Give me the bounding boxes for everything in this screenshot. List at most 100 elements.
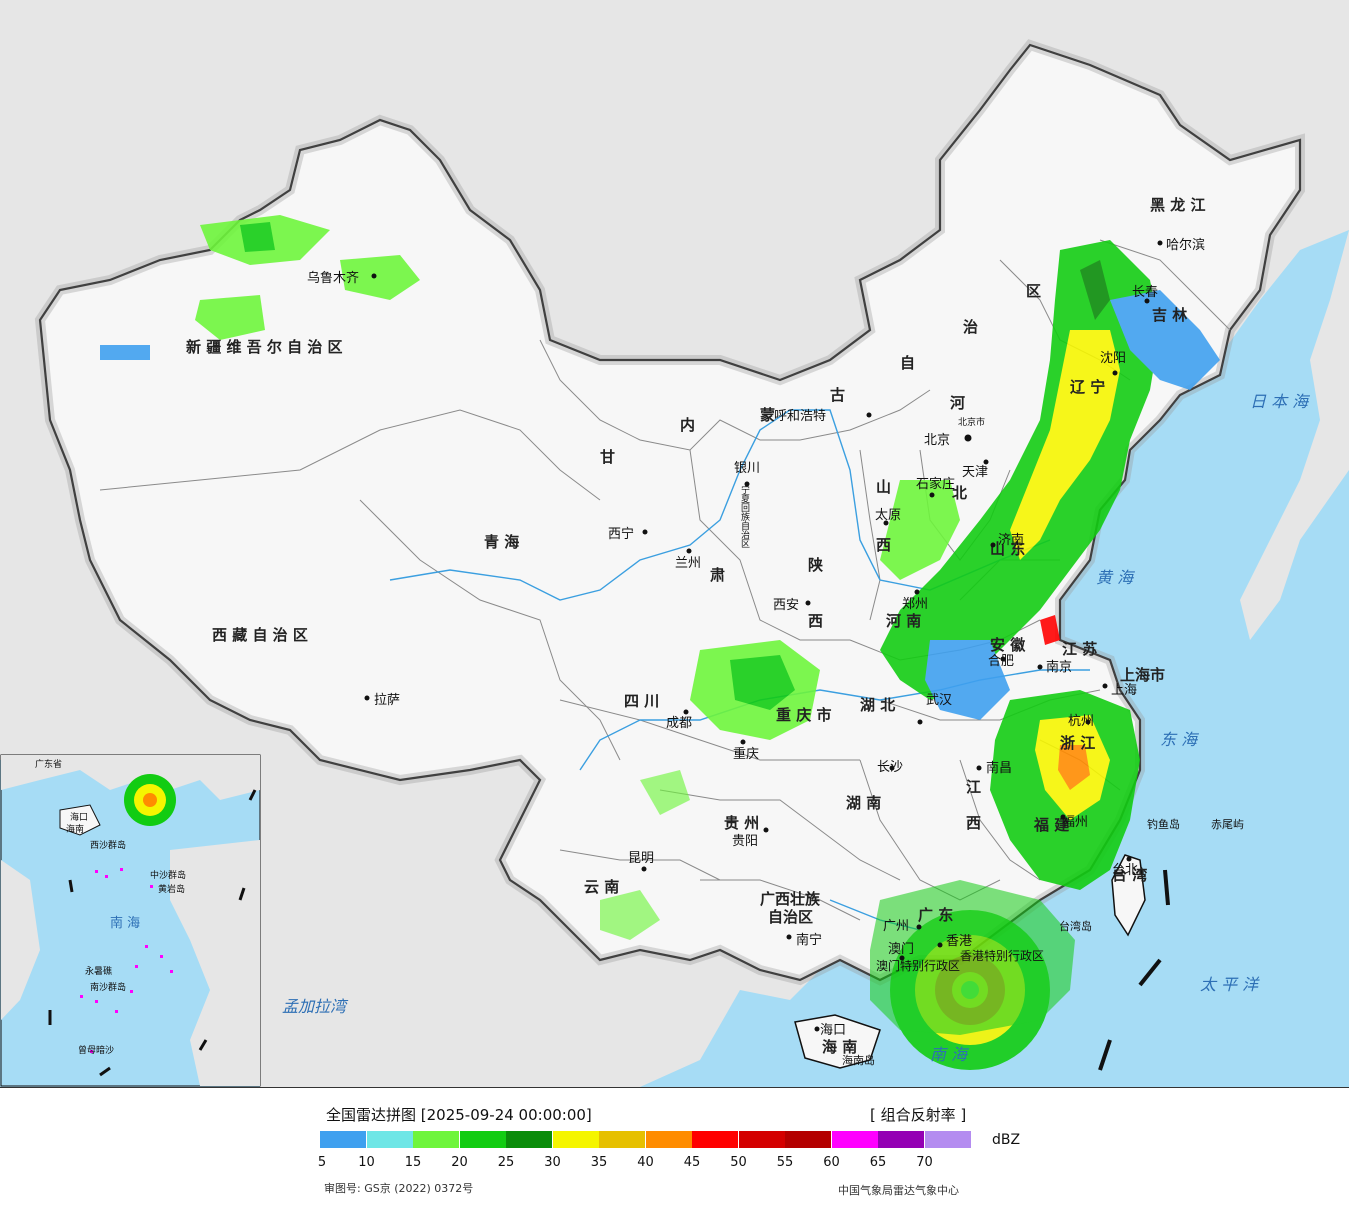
sea-huanghai: 黄 海 bbox=[1096, 568, 1135, 587]
city-changchun: 长春 bbox=[1132, 285, 1158, 300]
city-kunming: 昆明 bbox=[628, 851, 654, 866]
city-beijing: 北京 bbox=[924, 433, 950, 448]
label-shanxi-1: 山 bbox=[876, 478, 891, 496]
label-zhejiang: 浙 江 bbox=[1060, 734, 1095, 752]
city-chongqing-city: 重庆 bbox=[733, 746, 759, 762]
label-neimenggu-5: 治 bbox=[963, 318, 978, 336]
sea-ribenhai: 日 本 海 bbox=[1250, 392, 1310, 411]
radar-echoes bbox=[100, 215, 1220, 1070]
city-lhasa: 拉萨 bbox=[374, 693, 400, 708]
inset-haikou: 海口 bbox=[70, 811, 88, 823]
city-xining: 西宁 bbox=[608, 526, 634, 542]
inset-zengmu: 曾母暗沙 bbox=[78, 1044, 114, 1056]
inset-hainan: 海南 bbox=[66, 823, 84, 835]
label-gansu-2: 肃 bbox=[710, 566, 725, 584]
label-neimenggu-4: 自 bbox=[900, 354, 915, 372]
city-beijingshi: 北京市 bbox=[958, 416, 985, 428]
label-guangxi-1: 广西壮族 bbox=[760, 890, 821, 908]
city-wuhan: 武汉 bbox=[926, 693, 952, 708]
color-swatch bbox=[320, 1131, 366, 1148]
color-swatch bbox=[552, 1131, 599, 1148]
taiwan-land bbox=[1111, 854, 1146, 937]
label-jiangxi-1: 江 bbox=[966, 778, 981, 796]
city-markers bbox=[364, 240, 1163, 1032]
label-hainan: 海 南 bbox=[822, 1038, 857, 1056]
label-shaanxi-2: 西 bbox=[808, 612, 823, 630]
city-zhengzhou: 郑州 bbox=[902, 597, 928, 612]
inset-huangyandao: 黄岩岛 bbox=[158, 883, 185, 895]
scale-tick-label: 5 bbox=[317, 1155, 327, 1170]
label-jilin: 吉 林 bbox=[1152, 306, 1188, 324]
city-chengdu: 成都 bbox=[666, 716, 692, 731]
label-neimenggu-2: 蒙 bbox=[760, 406, 775, 424]
label-liaoning: 辽 宁 bbox=[1070, 378, 1105, 396]
scale-tick-label: 40 bbox=[637, 1155, 654, 1170]
label-jiangxi-2: 西 bbox=[966, 814, 981, 832]
color-swatch bbox=[413, 1131, 459, 1148]
city-labels: 乌鲁木齐 拉萨 西宁 兰州 银川 呼和浩特 哈尔滨 长春 沈阳 北京 北京市 天… bbox=[307, 237, 1244, 1067]
inset-zhongsha: 中沙群岛 bbox=[150, 869, 186, 881]
label-chongqing: 重 庆 市 bbox=[776, 706, 831, 724]
label-yunnan: 云 南 bbox=[584, 878, 619, 896]
label-xizang: 西 藏 自 治 区 bbox=[212, 626, 308, 644]
color-swatch bbox=[738, 1131, 785, 1148]
color-swatch bbox=[459, 1131, 506, 1148]
label-guizhou: 贵 州 bbox=[724, 814, 759, 832]
city-lanzhou: 兰州 bbox=[675, 556, 701, 571]
sea-taipingyang: 太 平 洋 bbox=[1200, 975, 1260, 994]
label-hk: 香港特别行政区 bbox=[960, 948, 1044, 963]
label-shanxi-2: 西 bbox=[876, 536, 891, 554]
sea-mengjialawan: 孟加拉湾 bbox=[282, 997, 349, 1016]
radar-map: 新 疆 维 吾 尔 自 治 区 西 藏 自 治 区 青 海 甘 肃 内 蒙 古 … bbox=[0, 0, 1349, 1087]
province-labels: 新 疆 维 吾 尔 自 治 区 西 藏 自 治 区 青 海 甘 肃 内 蒙 古 … bbox=[186, 196, 1205, 1056]
inset-xisha: 西沙群岛 bbox=[90, 839, 126, 851]
yellow-sea bbox=[1100, 460, 1230, 740]
inset-labels: 南 海 西沙群岛 中沙群岛 黄岩岛 南沙群岛 永暑礁 曾母暗沙 海口 广东省 海… bbox=[35, 758, 186, 1056]
scale-tick-label: 25 bbox=[497, 1155, 515, 1170]
city-harbin: 哈尔滨 bbox=[1166, 237, 1205, 253]
inset-yongshujiao: 永暑礁 bbox=[85, 965, 112, 977]
color-swatch bbox=[924, 1131, 971, 1148]
scale-tick-label: 65 bbox=[869, 1155, 887, 1170]
scale-tick-label: 50 bbox=[730, 1155, 747, 1170]
label-hebei-1: 河 bbox=[950, 394, 965, 412]
color-swatch bbox=[645, 1131, 692, 1148]
label-gansu: 甘 bbox=[600, 448, 615, 466]
city-guiyang: 贵阳 bbox=[732, 834, 758, 849]
color-swatch bbox=[831, 1131, 878, 1148]
city-nanning: 南宁 bbox=[796, 932, 822, 948]
inset-nanhai: 南 海 bbox=[110, 915, 140, 931]
label-taiwan: 台 湾 bbox=[1112, 866, 1147, 884]
label-hubei: 湖 北 bbox=[860, 696, 895, 714]
city-chiweiyu: 赤尾屿 bbox=[1211, 818, 1244, 831]
agency-credit: 中国气象局雷达气象中心 bbox=[838, 1184, 959, 1197]
scale-tick-label: 70 bbox=[916, 1155, 933, 1170]
city-hangzhou: 杭州 bbox=[1068, 714, 1094, 729]
approval-number: 审图号: GS京 (2022) 0372号 bbox=[324, 1182, 474, 1195]
product-type: [ 组合反射率 ] bbox=[870, 1106, 967, 1124]
label-shandong: 山 东 bbox=[990, 540, 1025, 558]
legend-panel bbox=[0, 1087, 1349, 1209]
city-yinchuan: 银川 bbox=[734, 461, 760, 476]
legend-unit: dBZ bbox=[992, 1132, 1021, 1148]
label-anhui: 安 徽 bbox=[990, 636, 1026, 654]
color-swatch bbox=[692, 1131, 738, 1148]
city-nanchang: 南昌 bbox=[986, 760, 1012, 776]
map-title: 全国雷达拼图 [2025-09-24 00:00:00] bbox=[326, 1106, 592, 1124]
japan-land bbox=[1240, 230, 1349, 640]
color-swatch bbox=[506, 1131, 552, 1148]
color-swatch bbox=[785, 1131, 831, 1148]
label-ningxia: 宁夏回族自治区 bbox=[739, 484, 750, 548]
city-shenyang: 沈阳 bbox=[1100, 351, 1126, 366]
label-hebei-2: 北 bbox=[952, 484, 967, 502]
scale-tick-label: 55 bbox=[776, 1155, 794, 1170]
city-taiyuan: 太原 bbox=[875, 508, 901, 523]
city-taipei: 台北 bbox=[1112, 863, 1138, 878]
sea-donghai: 东 海 bbox=[1160, 730, 1199, 749]
scale-tick-label: 60 bbox=[823, 1155, 840, 1170]
city-haikou: 海口 bbox=[820, 1023, 846, 1038]
city-changsha: 长沙 bbox=[877, 760, 903, 775]
label-sichuan: 四 川 bbox=[624, 692, 659, 710]
city-urumqi: 乌鲁木齐 bbox=[307, 270, 359, 286]
city-fuzhou: 福州 bbox=[1062, 815, 1088, 830]
